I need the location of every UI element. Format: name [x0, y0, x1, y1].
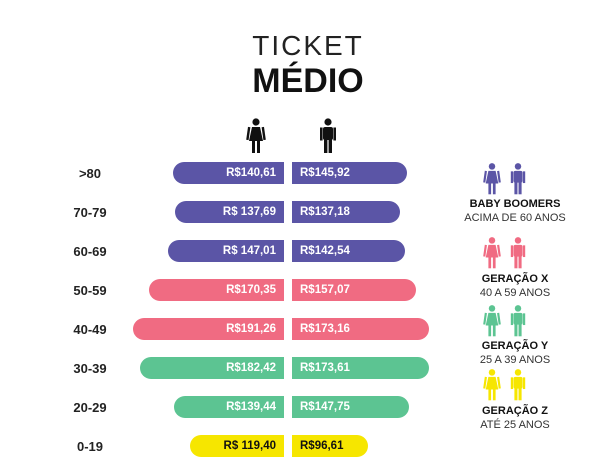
- generation-name: GERAÇÃO Z: [482, 405, 548, 417]
- male-bar: R$147,75: [292, 396, 409, 418]
- generation-entry: GERAÇÃO X 40 A 59 ANOS: [440, 273, 590, 299]
- age-label: 40-49: [73, 322, 107, 337]
- generation-age-range: ATÉ 25 ANOS: [480, 419, 550, 431]
- female-bar: R$ 147,01: [167, 240, 284, 262]
- female-bar: R$170,35: [149, 279, 284, 301]
- generation-entry: BABY BOOMERS ACIMA DE 60 ANOS: [440, 198, 590, 224]
- generation-name: BABY BOOMERS: [469, 198, 561, 210]
- male-bar: R$173,16: [292, 318, 429, 340]
- female-bar: R$139,44: [173, 396, 284, 418]
- age-label: 60-69: [73, 244, 107, 259]
- female-bar: R$140,61: [172, 162, 284, 184]
- male-bar: R$173,61: [292, 357, 430, 379]
- generation-icons: [483, 368, 531, 404]
- female-bar: R$191,26: [132, 318, 284, 340]
- generation-entry: GERAÇÃO Z ATÉ 25 ANOS: [440, 405, 590, 431]
- male-bar: R$142,54: [292, 240, 405, 262]
- male-bar: R$157,07: [292, 279, 417, 301]
- male-icon: [318, 118, 338, 159]
- generation-icons: [483, 236, 531, 272]
- male-bar: R$137,18: [292, 201, 401, 223]
- age-label: 70-79: [73, 205, 107, 220]
- title-line-2: MÉDIO: [252, 62, 364, 100]
- female-bar: R$182,42: [139, 357, 284, 379]
- generation-name: GERAÇÃO X: [481, 273, 549, 285]
- generation-age-range: 25 A 39 ANOS: [479, 354, 551, 366]
- male-bar: R$145,92: [292, 162, 408, 184]
- generation-name: GERAÇÃO Y: [481, 340, 549, 352]
- age-label: 0-19: [76, 439, 104, 454]
- generation-icons: [483, 304, 531, 340]
- generation-entry: GERAÇÃO Y 25 A 39 ANOS: [440, 340, 590, 366]
- male-bar: R$96,61: [292, 435, 369, 457]
- female-bar: R$ 137,69: [175, 201, 284, 223]
- title-line-1: TICKET: [252, 30, 364, 61]
- generation-icons: [483, 162, 531, 198]
- age-label: 30-39: [73, 361, 107, 376]
- generation-age-range: ACIMA DE 60 ANOS: [464, 212, 566, 224]
- female-bar: R$ 119,40: [189, 435, 284, 457]
- age-label: >80: [78, 166, 102, 181]
- generation-age-range: 40 A 59 ANOS: [479, 287, 551, 299]
- female-icon: [246, 118, 266, 159]
- age-label: 50-59: [73, 283, 107, 298]
- age-label: 20-29: [73, 400, 107, 415]
